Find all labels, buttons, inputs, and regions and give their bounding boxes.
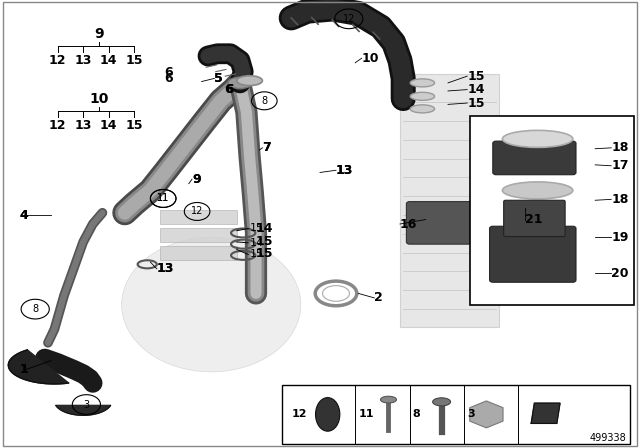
Text: 15: 15 [467,96,484,110]
Text: 14: 14 [467,83,484,96]
Text: 19: 19 [611,231,628,244]
FancyBboxPatch shape [160,210,237,224]
Text: 14: 14 [100,119,118,132]
Ellipse shape [228,77,252,89]
Text: 13: 13 [74,54,92,67]
Text: 15: 15 [250,250,264,259]
Text: 16: 16 [400,217,417,231]
Text: 21: 21 [525,213,542,226]
Ellipse shape [433,398,451,406]
Text: 499338: 499338 [589,433,626,443]
Text: 8: 8 [413,409,420,419]
Text: 1: 1 [19,363,28,376]
FancyBboxPatch shape [160,246,237,260]
Ellipse shape [410,79,435,87]
Polygon shape [56,405,111,415]
Text: 4: 4 [19,208,28,222]
Text: 9: 9 [192,172,200,186]
Ellipse shape [502,182,573,199]
Text: 3: 3 [83,400,90,409]
Text: 4: 4 [19,208,28,222]
Text: 18: 18 [611,141,628,155]
Text: 15: 15 [250,224,264,233]
Polygon shape [531,403,560,423]
Text: 20: 20 [611,267,628,280]
Text: 13: 13 [157,262,174,276]
Text: 6: 6 [164,72,173,85]
Ellipse shape [410,92,435,100]
Text: 11: 11 [358,409,374,419]
Text: 9: 9 [192,172,200,186]
Text: 10: 10 [362,52,379,65]
Ellipse shape [237,76,262,86]
FancyBboxPatch shape [493,141,576,175]
Ellipse shape [316,398,340,431]
Text: 18: 18 [611,193,628,206]
Text: 8: 8 [261,96,268,106]
Text: 15: 15 [125,119,143,132]
Text: 2: 2 [374,291,383,305]
Text: 11: 11 [157,194,170,203]
Text: 11: 11 [157,194,170,203]
Text: 12: 12 [49,54,67,67]
Text: 5: 5 [214,72,223,85]
Text: 1: 1 [19,363,28,376]
FancyBboxPatch shape [282,385,630,444]
Ellipse shape [502,130,573,147]
Text: 15: 15 [256,235,273,249]
Text: 6: 6 [225,83,234,96]
Text: 6: 6 [224,83,232,96]
Text: 3: 3 [467,409,475,419]
Text: 12: 12 [49,119,67,132]
Text: 13: 13 [157,262,174,276]
Text: 6: 6 [164,66,173,79]
Text: 14: 14 [100,54,118,67]
Text: 10: 10 [90,91,109,106]
Text: 15: 15 [467,69,484,83]
Text: 17: 17 [611,159,628,172]
Polygon shape [8,350,68,384]
Text: 8: 8 [32,304,38,314]
Text: 12: 12 [342,14,355,24]
Text: 15: 15 [256,246,273,260]
FancyBboxPatch shape [470,116,634,305]
FancyBboxPatch shape [406,202,477,244]
Ellipse shape [122,237,301,372]
FancyBboxPatch shape [400,74,499,327]
FancyBboxPatch shape [160,228,237,242]
FancyBboxPatch shape [490,226,576,282]
Text: 13: 13 [336,164,353,177]
FancyBboxPatch shape [504,200,565,237]
Text: 13: 13 [336,164,353,177]
Text: 15: 15 [125,54,143,67]
Text: 5: 5 [214,72,223,85]
Text: 12: 12 [191,207,204,216]
Text: 12: 12 [291,409,307,419]
Text: 13: 13 [74,119,92,132]
Text: 14: 14 [250,238,264,248]
Ellipse shape [380,396,397,403]
Text: 7: 7 [262,141,271,155]
Text: 9: 9 [94,26,104,41]
Text: 14: 14 [256,222,273,235]
Ellipse shape [410,105,435,113]
Text: 7: 7 [262,141,271,155]
